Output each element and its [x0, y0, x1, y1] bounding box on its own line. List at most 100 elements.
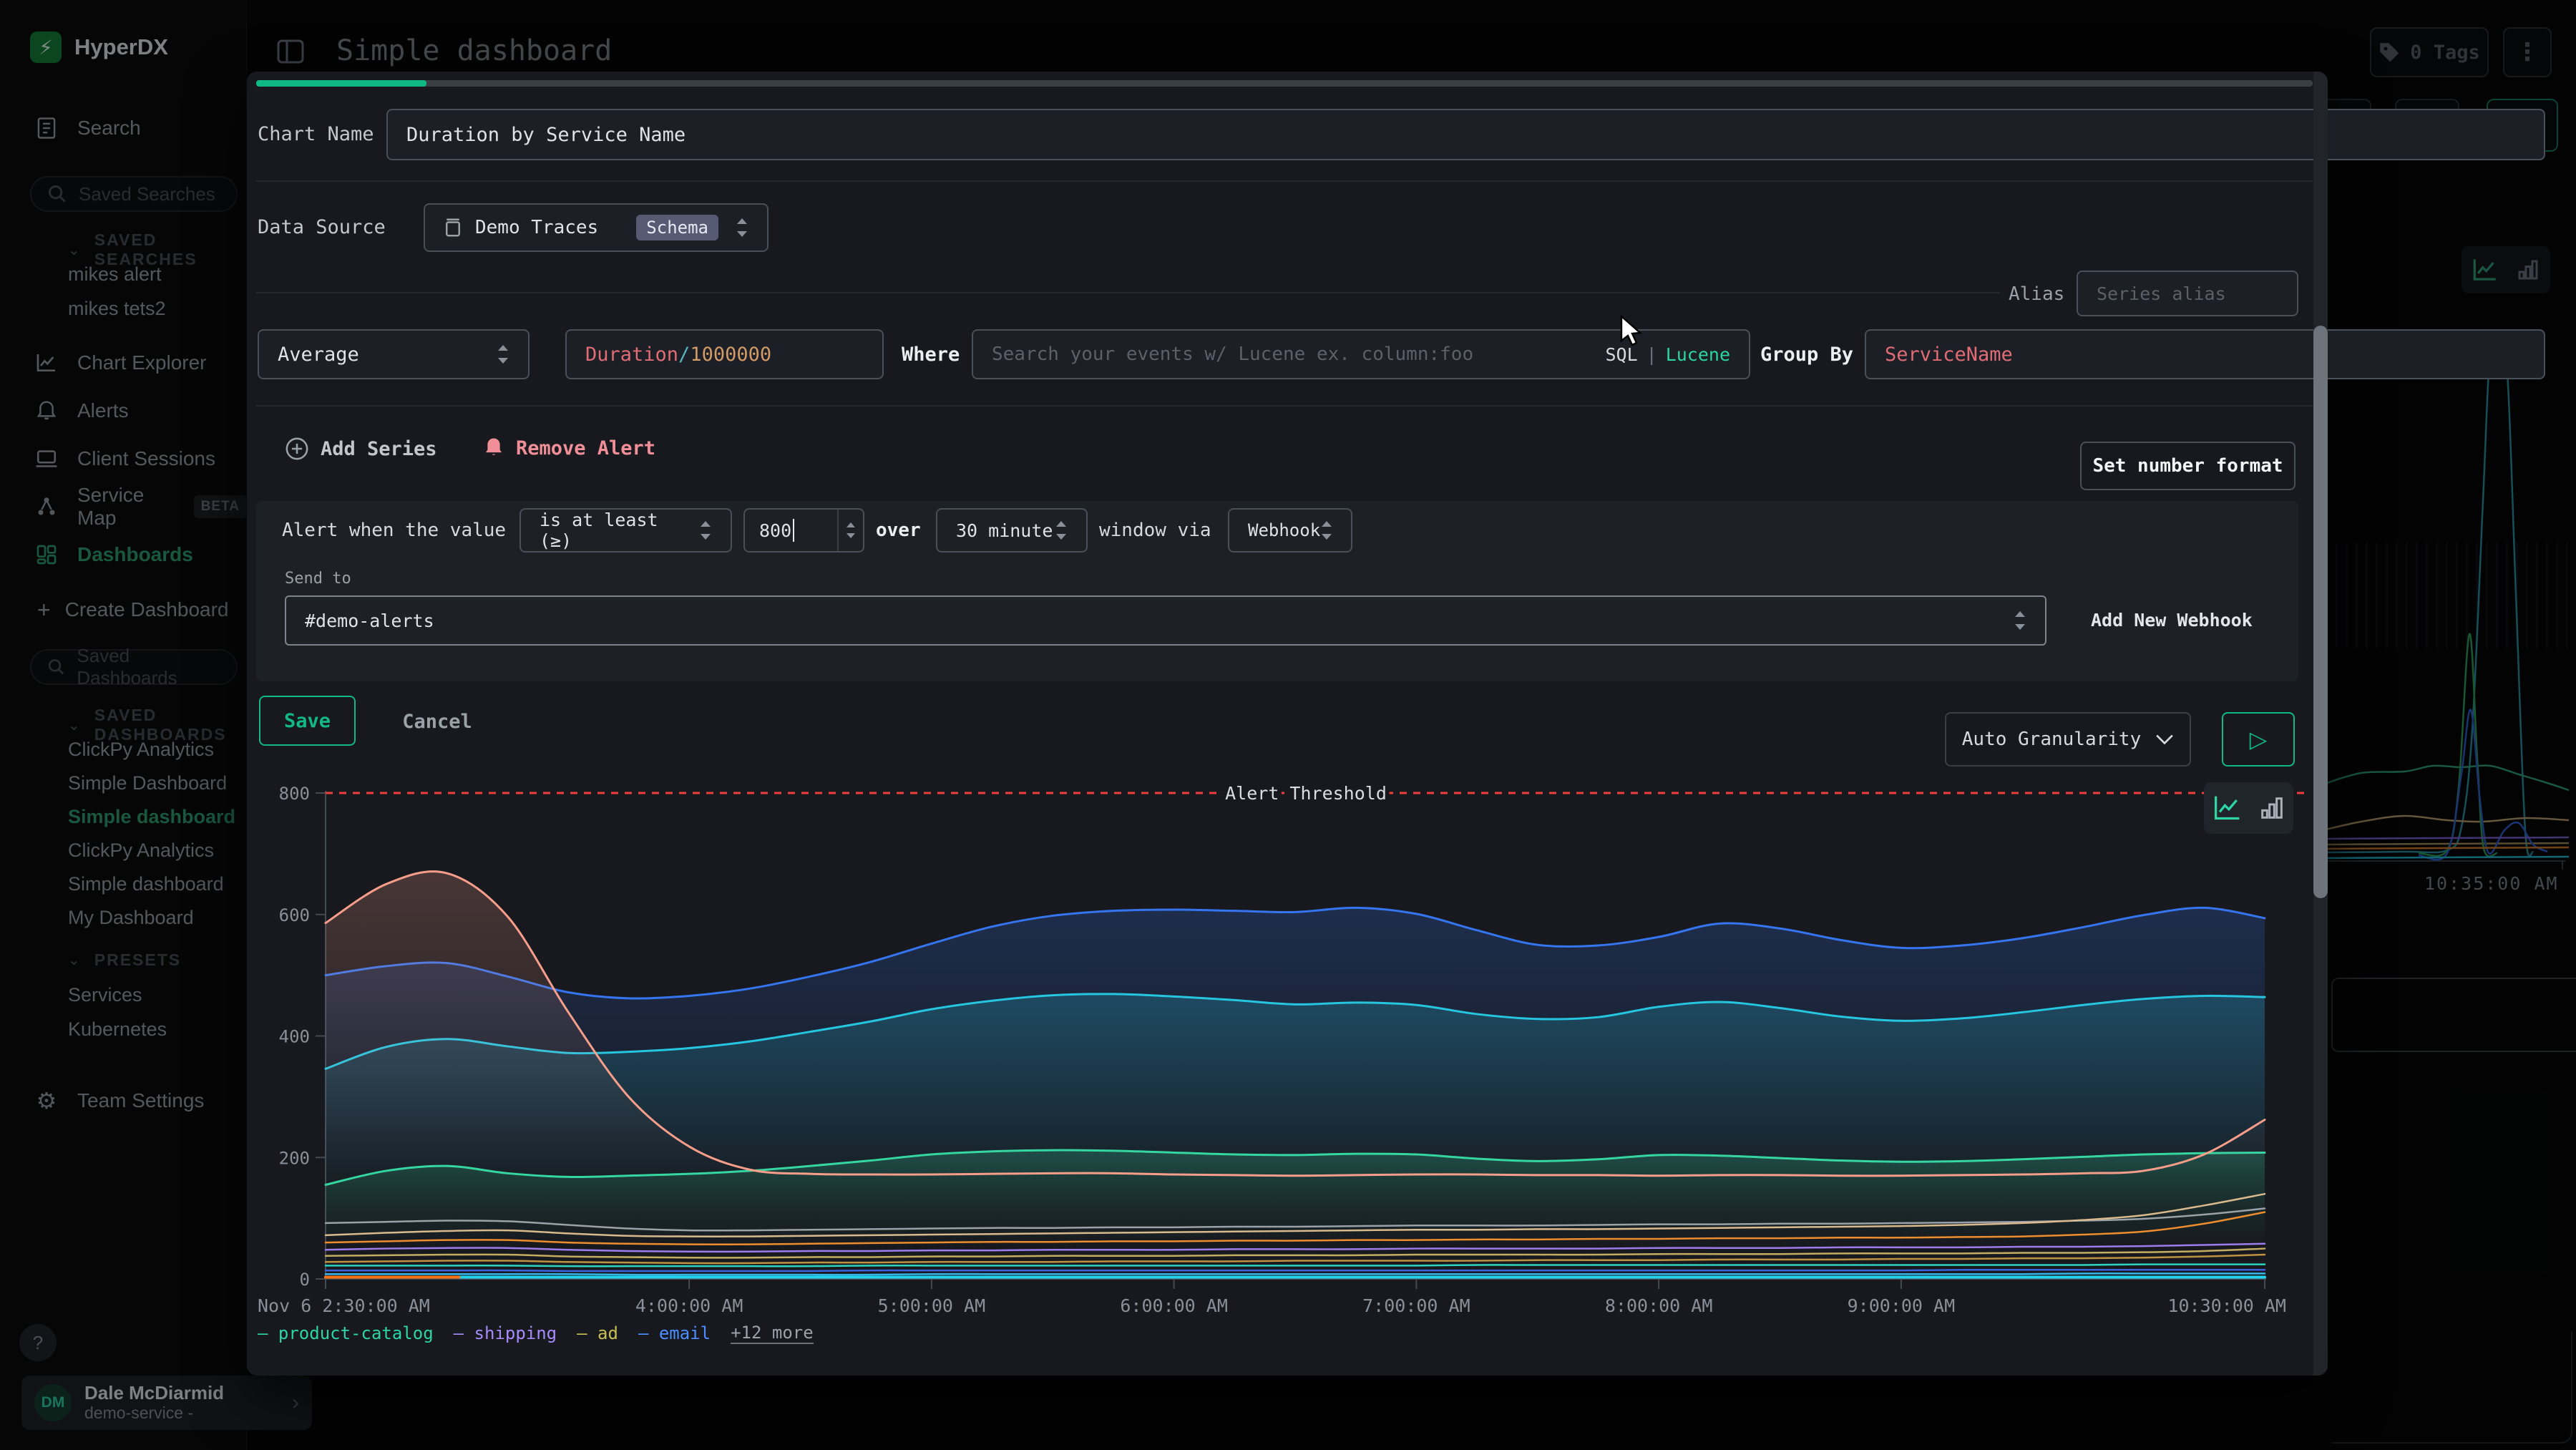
divider [256, 405, 2313, 407]
legend-item[interactable]: — ad [577, 1323, 618, 1343]
divider [256, 180, 2313, 182]
run-chart-button[interactable]: ▷ [2222, 712, 2295, 767]
database-icon [444, 217, 462, 238]
where-placeholder: Search your events w/ Lucene ex. column:… [992, 344, 1473, 365]
set-number-format-button[interactable]: Set number format [2080, 442, 2296, 490]
alert-channel-select[interactable]: Webhook [1228, 508, 1352, 553]
set-number-format-label: Set number format [2092, 455, 2283, 477]
svg-text:7:00:00 AM: 7:00:00 AM [1362, 1295, 1470, 1316]
select-chevrons-icon [699, 520, 712, 541]
legend-more-button[interactable]: +12 more [731, 1323, 814, 1344]
data-source-select[interactable]: Demo Traces Schema [424, 203, 769, 252]
comparator-value: is at least (≥) [540, 510, 699, 551]
svg-text:400: 400 [279, 1027, 310, 1047]
add-series-button[interactable]: Add Series [285, 437, 437, 461]
data-source-label: Data Source [258, 216, 386, 238]
chart-name-value: Duration by Service Name [406, 124, 686, 146]
alert-config-panel: Alert when the value is at least (≥) 800… [256, 501, 2298, 681]
data-source-value: Demo Traces [475, 217, 598, 238]
edit-chart-modal: Chart Name Duration by Service Name Data… [247, 72, 2328, 1376]
send-to-select[interactable]: #demo-alerts [285, 595, 2046, 646]
toggle-divider: | [1646, 344, 1657, 365]
aggregation-field-input[interactable]: Duration/1000000 [565, 329, 884, 379]
select-chevrons-icon [2014, 610, 2026, 631]
select-chevrons-icon [497, 344, 509, 365]
select-chevrons-icon [1055, 520, 1068, 541]
spinner-up-icon[interactable] [847, 522, 855, 527]
chart-name-input[interactable]: Duration by Service Name [386, 109, 2545, 160]
plus-circle-icon [285, 437, 309, 461]
remove-alert-button[interactable]: Remove Alert [483, 437, 655, 459]
field-token: Duration [585, 344, 678, 366]
spinner-down-icon[interactable] [847, 533, 855, 538]
aggregation-value: Average [278, 344, 359, 366]
group-by-value: ServiceName [1885, 344, 2013, 366]
group-by-label: Group By [1760, 344, 1853, 366]
alias-input[interactable]: Series alias [2077, 271, 2298, 316]
chart-type-toggle[interactable] [2204, 782, 2293, 834]
app-root: Simple dashboard 0 Tags ⋮ ↻ ▷ 10:35:00 A… [0, 0, 2576, 1450]
alert-prefix-label: Alert when the value [282, 520, 506, 541]
chevron-down-icon [2155, 733, 2174, 746]
field-number: 1000000 [690, 344, 771, 366]
svg-text:Nov 6 2:30:00 AM: Nov 6 2:30:00 AM [258, 1295, 430, 1316]
save-button[interactable]: Save [259, 696, 356, 746]
mouse-cursor [1619, 315, 1647, 348]
legend-item[interactable]: — product-catalog [258, 1323, 434, 1343]
alert-window-select[interactable]: 30 minute [936, 508, 1088, 553]
svg-text:8:00:00 AM: 8:00:00 AM [1605, 1295, 1713, 1316]
svg-text:5:00:00 AM: 5:00:00 AM [878, 1295, 986, 1316]
alias-placeholder: Series alias [2097, 283, 2226, 304]
svg-text:9:00:00 AM: 9:00:00 AM [1848, 1295, 1956, 1316]
granularity-select[interactable]: Auto Granularity [1945, 712, 2191, 767]
add-new-webhook-button[interactable]: Add New Webhook [2091, 610, 2253, 631]
group-by-input[interactable]: ServiceName [1865, 329, 2545, 379]
line-chart-icon [2212, 794, 2243, 822]
number-spinner[interactable] [837, 510, 863, 551]
over-label: over [876, 520, 921, 541]
text-caret [793, 519, 794, 542]
where-label: Where [902, 344, 960, 366]
granularity-value: Auto Granularity [1962, 729, 2141, 750]
svg-text:200: 200 [279, 1148, 310, 1168]
schema-badge: Schema [636, 215, 718, 240]
remove-alert-label: Remove Alert [516, 437, 655, 459]
send-to-value: #demo-alerts [305, 610, 434, 631]
alert-threshold-input[interactable]: 800 [743, 508, 864, 553]
svg-text:10:30:00 AM: 10:30:00 AM [2167, 1295, 2286, 1316]
lucene-toggle[interactable]: Lucene [1666, 344, 1730, 365]
bar-chart-icon [2258, 794, 2286, 822]
svg-text:0: 0 [300, 1270, 310, 1290]
aggregation-select[interactable]: Average [258, 329, 530, 379]
channel-value: Webhook [1248, 520, 1320, 540]
svg-text:6:00:00 AM: 6:00:00 AM [1120, 1295, 1228, 1316]
field-operator: / [678, 344, 690, 366]
modal-progress-track [256, 80, 2313, 87]
chart-name-label: Chart Name [258, 123, 374, 145]
add-series-label: Add Series [321, 438, 437, 460]
legend-item[interactable]: — shipping [454, 1323, 557, 1343]
alert-threshold-value: 800 [759, 520, 791, 541]
chart-canvas: 0 200 400 600 800 Nov 6 2:30:00 AM 4:00:00 AM 5… [247, 777, 2311, 1342]
modal-progress-fill [256, 80, 426, 87]
select-chevrons-icon [1320, 520, 1333, 541]
chart-legend: — product-catalog — shipping — ad — email +1… [258, 1323, 814, 1344]
cancel-button[interactable]: Cancel [387, 705, 487, 738]
modal-scrollbar-thumb[interactable] [2313, 326, 2328, 898]
window-via-label: window via [1099, 520, 1211, 541]
send-to-label: Send to [285, 570, 351, 588]
select-chevrons-icon [736, 217, 748, 238]
divider [256, 292, 2000, 293]
legend-item[interactable]: — email [638, 1323, 711, 1343]
alert-comparator-select[interactable]: is at least (≥) [519, 508, 732, 553]
timeseries-chart: 0 200 400 600 800 Nov 6 2:30:00 AM 4:00:00 AM 5… [247, 777, 2311, 1342]
bell-icon [483, 437, 504, 459]
svg-text:800: 800 [279, 784, 310, 804]
svg-text:Alert Threshold: Alert Threshold [1225, 783, 1387, 804]
alias-label: Alias [2009, 283, 2064, 305]
window-value: 30 minute [956, 520, 1053, 541]
modal-scrollbar-track[interactable] [2313, 72, 2328, 1376]
svg-text:600: 600 [279, 905, 310, 925]
svg-text:4:00:00 AM: 4:00:00 AM [635, 1295, 743, 1316]
play-icon: ▷ [2250, 726, 2268, 753]
